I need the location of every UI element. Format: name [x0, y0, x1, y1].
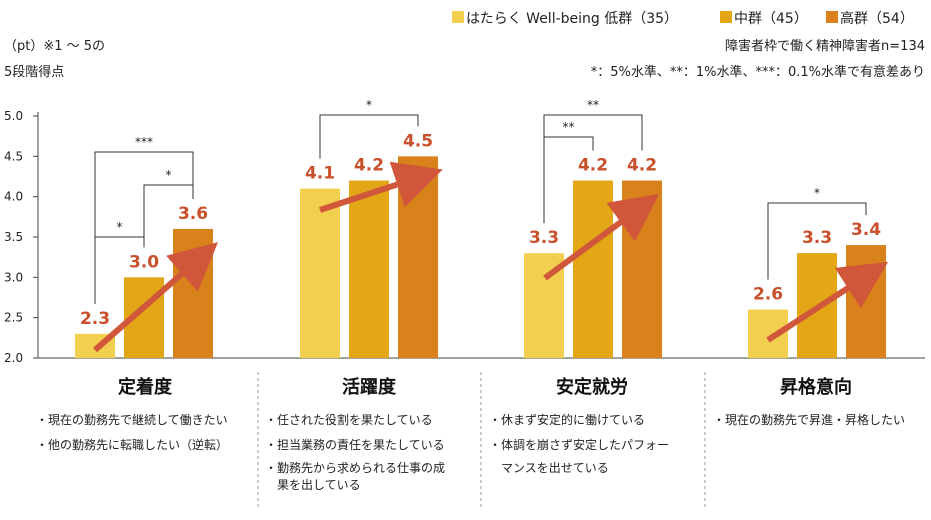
- y-axis-label-line2: 5段階得点: [4, 64, 64, 80]
- legend-label-mid: 中群（45）: [734, 11, 808, 27]
- significance-label: *: [814, 186, 820, 200]
- significance-legend-note: *：5%水準、**：1%水準、***：0.1%水準で有意差あり: [591, 64, 925, 80]
- significance-label: **: [563, 120, 575, 134]
- significance-bracket: [767, 202, 867, 280]
- significance-label: *: [166, 168, 172, 182]
- significance-bracket: [319, 114, 419, 159]
- data-label: 3.3: [802, 228, 832, 248]
- bar: [349, 180, 389, 358]
- bar: [622, 180, 662, 358]
- category-label: 昇格意向: [780, 376, 852, 398]
- trend-arrow: [543, 193, 660, 281]
- description-line: ・休まず安定的に働けている: [489, 412, 645, 427]
- category-label: 活躍度: [342, 376, 397, 398]
- bar: [846, 245, 886, 358]
- legend-label-low: はたらく Well-being 低群（35）: [466, 11, 678, 27]
- y-tick-label: 4.5: [4, 149, 23, 163]
- data-label: 4.2: [354, 156, 384, 176]
- description-line: ・体調を崩さず安定したパフォー: [489, 437, 669, 452]
- significance-bracket: [143, 184, 194, 248]
- y-tick-label: 4.0: [4, 190, 23, 204]
- description-line: ・現在の勤務先で昇進・昇格したい: [713, 412, 905, 427]
- significance-label: *: [366, 98, 372, 112]
- data-labels: 2.3 3.0 3.6 4.1 4.2 4.5 3.3 4.2 4.2 2.6 3.3 3.4: [80, 131, 881, 328]
- description-line: 果を出している: [265, 478, 361, 492]
- group-titles: 定着度 活躍度 安定就労 昇格意向: [118, 376, 852, 398]
- legend-swatch-low: [452, 11, 464, 23]
- description-line: マンスを出せている: [489, 461, 609, 475]
- bar: [300, 188, 340, 358]
- description-line: ・現在の勤務先で継続して働きたい: [36, 412, 228, 427]
- significance-label: **: [587, 98, 599, 112]
- legend-label-high: 高群（54）: [840, 10, 914, 27]
- significance-label: ***: [135, 135, 153, 149]
- significance-brackets: ****** *****: [94, 98, 867, 304]
- significance-label: *: [117, 220, 123, 234]
- group-dividers: [257, 372, 706, 510]
- data-label: 3.3: [529, 228, 559, 248]
- description-line: ・他の勤務先に転職したい（逆転）: [36, 437, 228, 452]
- significance-bracket: [543, 136, 594, 224]
- trend-arrow: [93, 242, 219, 353]
- y-tick-label: 5.0: [4, 109, 23, 123]
- data-label: 3.0: [129, 252, 159, 272]
- y-tick-label: 2.5: [4, 311, 23, 325]
- data-label: 4.2: [627, 156, 657, 176]
- bar: [173, 228, 213, 358]
- category-label: 定着度: [118, 376, 173, 398]
- y-tick-label: 3.0: [4, 270, 23, 284]
- data-label: 4.2: [578, 156, 608, 176]
- description-line: ・勤務先から求められる仕事の成: [265, 461, 445, 475]
- description-line: ・担当業務の責任を果たしている: [265, 438, 445, 452]
- trend-arrow: [319, 161, 443, 213]
- y-tick-label: 2.0: [4, 351, 23, 365]
- category-label: 安定就労: [556, 376, 628, 398]
- data-label: 4.5: [403, 131, 433, 151]
- sample-note: 障害者枠で働く精神障害者n=134: [725, 38, 925, 54]
- description-line: ・任された役割を果たしている: [265, 412, 433, 427]
- y-axis-label-line1: （pt）※1 ～ 5の: [4, 39, 105, 54]
- group-descriptions: ・現在の勤務先で継続して働きたい・他の勤務先に転職したい（逆転） ・任された役割を…: [36, 412, 905, 492]
- data-label: 3.4: [851, 220, 881, 240]
- y-tick-label: 3.5: [4, 230, 23, 244]
- data-label: 3.6: [178, 204, 208, 224]
- legend-swatch-mid: [720, 11, 732, 23]
- data-label: 4.1: [305, 164, 335, 184]
- trend-arrows: [93, 161, 889, 353]
- y-ticks: 2.0 2.5 3.0 3.5 4.0 4.5 5.0: [4, 109, 38, 365]
- legend: はたらく Well-being 低群（35） 中群（45） 高群（54）: [452, 10, 914, 27]
- trend-arrow: [766, 261, 889, 343]
- data-label: 2.3: [80, 309, 110, 329]
- significance-bracket: [94, 151, 194, 304]
- legend-swatch-high: [826, 11, 838, 23]
- bar: [573, 180, 613, 358]
- data-label: 2.6: [753, 285, 783, 305]
- bar: [398, 156, 438, 358]
